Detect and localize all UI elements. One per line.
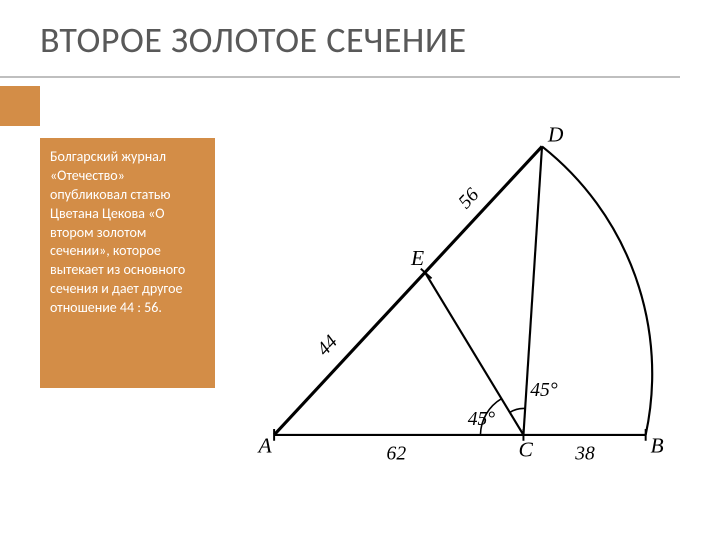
len-cb: 38 [574, 443, 595, 464]
line-ad [274, 146, 542, 434]
angle-eca: 45° [468, 409, 496, 430]
title-underline [0, 76, 680, 78]
label-e: E [410, 246, 424, 270]
len-ed: 56 [455, 184, 484, 213]
sidebar-textbox: Болгарский журнал «Отечество» опубликова… [40, 138, 215, 388]
label-b: B [651, 433, 664, 457]
len-ac: 62 [387, 443, 407, 464]
label-d: D [547, 123, 564, 147]
diagram: A B C D E 62 38 44 56 45° 45° [235, 108, 675, 488]
page-title: ВТОРОЕ ЗОЛОТОЕ СЕЧЕНИЕ [40, 18, 680, 62]
angle-arc-upper [510, 408, 525, 412]
slide: { "title": "ВТОРОЕ ЗОЛОТОЕ СЕЧЕНИЕ", "te… [0, 0, 720, 540]
textbox-body: Болгарский журнал «Отечество» опубликова… [50, 148, 185, 316]
label-c: C [519, 437, 534, 461]
angle-dce: 45° [530, 380, 558, 401]
content-area: Болгарский журнал «Отечество» опубликова… [0, 108, 720, 488]
arc-db [542, 146, 652, 434]
label-a: A [256, 433, 272, 457]
title-area: ВТОРОЕ ЗОЛОТОЕ СЕЧЕНИЕ [0, 0, 720, 70]
len-ae: 44 [313, 331, 342, 360]
